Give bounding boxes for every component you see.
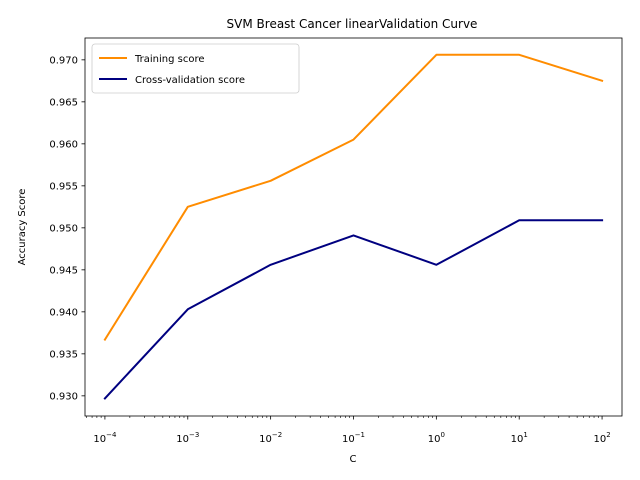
x-tick-label: 100	[428, 431, 445, 445]
x-axis-label: C	[350, 454, 357, 465]
y-axis: 0.930 0.935 0.940 0.945 0.950 0.955 0.960 0.965…	[49, 55, 85, 402]
x-tick-label: 10−2	[259, 431, 282, 445]
legend-label-1: Cross-validation score	[135, 75, 245, 86]
x-tick-label: 10−1	[342, 431, 365, 445]
y-axis-label: Accuracy Score	[17, 189, 28, 266]
series-line-0	[103, 53, 604, 341]
legend-box	[91, 43, 300, 94]
chart-title: SVM Breast Cancer linearValidation Curve	[227, 17, 478, 31]
x-tick-label: 101	[511, 431, 528, 445]
y-tick-label: 0.950	[49, 223, 78, 234]
y-tick-label: 0.945	[49, 265, 78, 276]
plot-lines	[103, 53, 604, 400]
x-tick-label: 10−3	[176, 431, 199, 445]
x-tick-label: 10−4	[93, 431, 117, 445]
legend-label-0: Training score	[134, 54, 205, 65]
y-tick-label: 0.940	[49, 307, 78, 318]
y-tick-label: 0.955	[49, 181, 78, 192]
x-tick-label: 102	[593, 431, 610, 445]
legend: Training score Cross-validation score	[91, 43, 300, 94]
y-tick-label: 0.970	[49, 55, 78, 66]
y-tick-label: 0.965	[49, 97, 78, 108]
y-tick-label: 0.935	[49, 349, 78, 360]
y-tick-label: 0.960	[49, 139, 78, 150]
x-axis: 10−4 10−3 10−2 10−1 100 101 102	[86, 416, 611, 445]
series-line-1	[103, 219, 604, 400]
y-tick-label: 0.930	[49, 391, 78, 402]
